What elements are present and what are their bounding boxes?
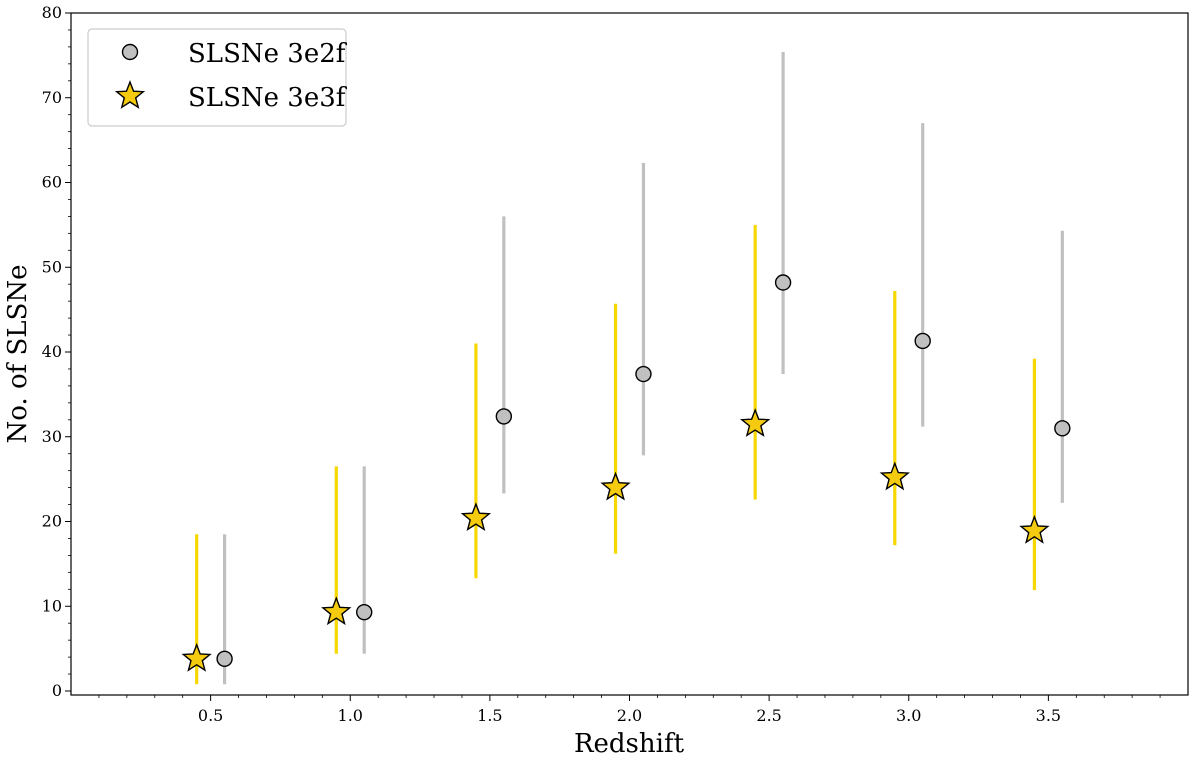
data-point-circle xyxy=(774,274,792,291)
y-tick-label: 10 xyxy=(42,596,62,615)
y-tick-label: 50 xyxy=(42,257,62,276)
x-tick-label: 3.5 xyxy=(1036,706,1061,725)
x-tick-label: 2.5 xyxy=(756,706,781,725)
x-axis-label: Redshift xyxy=(574,729,685,759)
data-point-star xyxy=(1019,514,1050,544)
legend-label-slsne-3e3f: SLSNe 3e3f xyxy=(188,83,348,113)
data-point-circle xyxy=(495,408,513,425)
data-point-circle xyxy=(356,603,373,621)
y-tick-label: 80 xyxy=(42,3,62,22)
y-tick-label: 20 xyxy=(42,512,62,531)
data-point-star xyxy=(321,596,352,626)
legend-marker-star xyxy=(114,80,146,109)
y-tick-label: 30 xyxy=(42,427,62,446)
legend-marker-circle xyxy=(121,43,139,61)
y-tick-label: 60 xyxy=(42,173,62,192)
legend-circle-icon xyxy=(121,43,139,61)
x-tick-label: 2.0 xyxy=(617,706,642,725)
legend-star-icon xyxy=(114,80,146,109)
plot-area xyxy=(181,51,1071,685)
y-tick-label: 40 xyxy=(42,342,62,361)
x-tick-label: 0.5 xyxy=(198,706,223,725)
legend-frame xyxy=(87,28,347,127)
data-point-circle xyxy=(635,365,652,383)
data-point-circle xyxy=(1054,420,1071,437)
data-point-star xyxy=(879,461,910,491)
data-point-star xyxy=(460,502,492,532)
legend-label-slsne-3e2f: SLSNe 3e2f xyxy=(188,39,348,69)
x-tick-label: 3.0 xyxy=(896,706,921,725)
data-point-circle xyxy=(914,332,931,350)
data-point-star xyxy=(181,642,212,672)
axes-ticks: 0 10 20 30 40 50 60 70 80 0.5 1.0 1.5 2.0 2.5 3.0 3.5 xyxy=(42,3,1161,725)
y-axis-label: No. of SLSNe xyxy=(3,264,33,443)
axes-frame xyxy=(70,12,1189,696)
x-tick-label: 1.0 xyxy=(338,706,363,725)
data-point-star xyxy=(739,408,771,437)
legend: SLSNe 3e2f SLSNe 3e3f xyxy=(87,28,348,127)
y-tick-label: 0 xyxy=(52,681,62,700)
data-point-star xyxy=(600,471,631,501)
x-tick-label: 1.5 xyxy=(477,706,502,725)
y-tick-label: 70 xyxy=(42,88,62,107)
data-point-circle xyxy=(216,650,233,667)
